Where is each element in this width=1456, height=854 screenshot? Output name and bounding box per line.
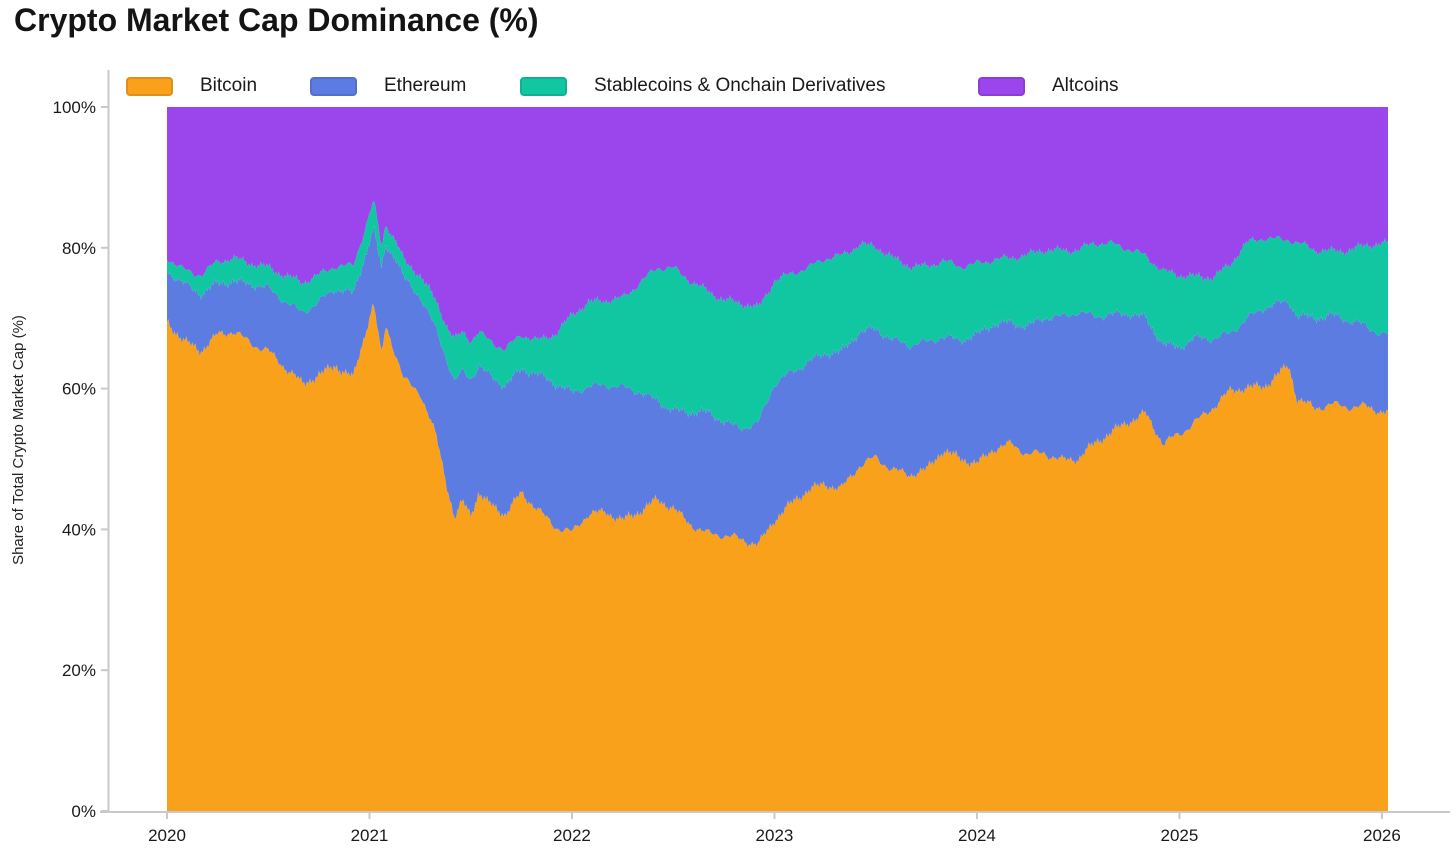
y-tick-label: 40%: [62, 520, 96, 539]
x-tick-label: 2026: [1363, 826, 1401, 845]
x-tick-label: 2025: [1161, 826, 1199, 845]
legend-item-altcoins: Altcoins: [978, 74, 1119, 98]
legend-label-stablecoins: Stablecoins & Onchain Derivatives: [594, 75, 886, 96]
bitcoin-area: [167, 303, 1388, 811]
x-tick-label: 2020: [148, 826, 186, 845]
x-tick-label: 2022: [553, 826, 591, 845]
x-tick-label: 2023: [756, 826, 794, 845]
ethereum-swatch-icon: [310, 76, 357, 96]
legend-label-bitcoin: Bitcoin: [200, 75, 258, 96]
y-tick-label: 60%: [62, 380, 96, 399]
altcoins-area: [167, 107, 1388, 351]
ethereum-area: [167, 225, 1388, 548]
legend-item-stablecoins: Stablecoins & Onchain Derivatives: [520, 74, 885, 98]
page-title: Crypto Market Cap Dominance (%): [14, 2, 539, 38]
y-tick-label: 0%: [71, 802, 96, 821]
legend-label-ethereum: Ethereum: [384, 75, 467, 96]
legend-item-bitcoin: Bitcoin: [126, 74, 257, 98]
stablecoins-swatch-icon: [520, 76, 567, 96]
altcoins-swatch-icon: [978, 76, 1025, 96]
y-tick-label: 80%: [62, 239, 96, 258]
legend-item-ethereum: Ethereum: [310, 74, 466, 98]
x-tick-label: 2021: [351, 826, 389, 845]
x-tick-label: 2024: [958, 826, 996, 845]
y-tick-label: 20%: [62, 661, 96, 680]
legend-label-altcoins: Altcoins: [1052, 75, 1119, 96]
y-tick-label: 100%: [53, 98, 96, 117]
stablecoins-area: [167, 201, 1388, 432]
bitcoin-swatch-icon: [126, 76, 173, 96]
